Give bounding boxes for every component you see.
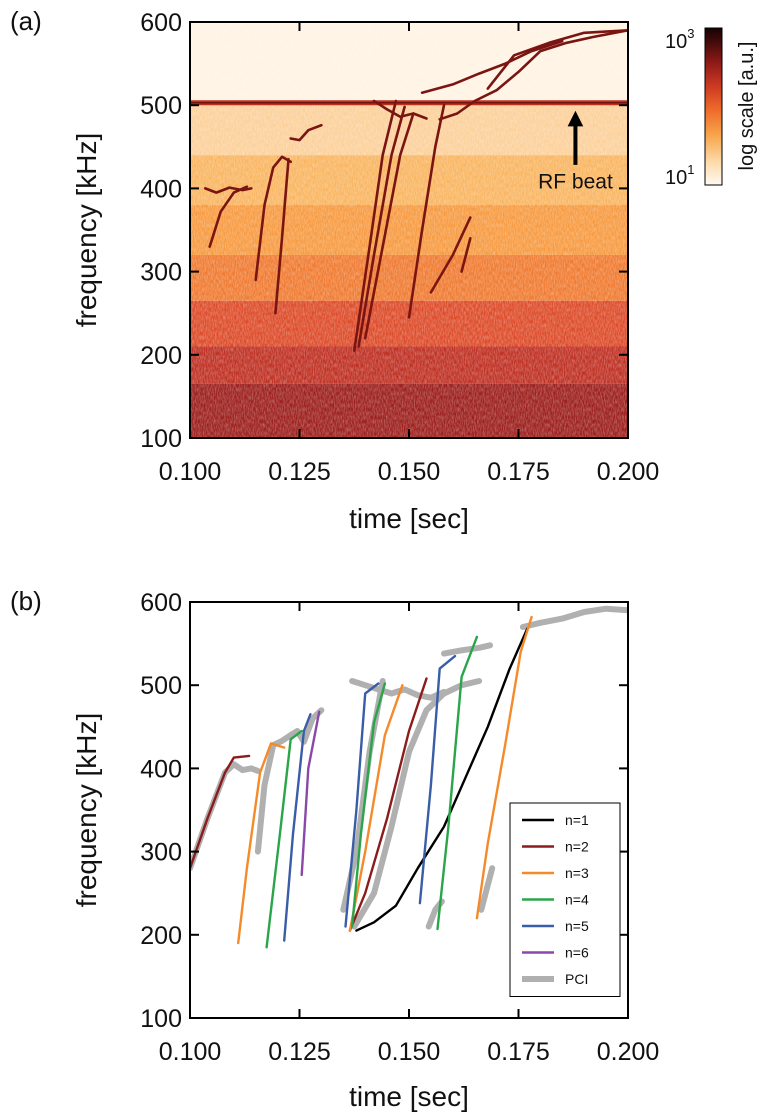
series-line-n5 [418,654,457,905]
spectrogram-trace [420,39,564,94]
legend-entry: n=1 [565,812,589,828]
series-line-PCI [519,605,628,630]
panel-b-label: (b) [10,586,42,616]
rf-beat-annotation: RF beat [538,110,613,193]
mode-plot-ytick-label: 500 [140,672,182,700]
spectrogram-trace [353,99,398,352]
mode-plot-ytick-label: 200 [140,922,182,950]
spectrogram-xtick-label: 0.150 [378,458,441,486]
colorbar-max-label: 103 [665,26,694,53]
spectrogram-trace [289,123,323,142]
spectrogram-ytick-label: 400 [140,175,182,203]
series-line-n2 [190,754,251,870]
mode-plot-xtick-label: 0.125 [268,1038,331,1066]
spectrogram-ytick-label: 200 [140,342,182,370]
spectrogram-trace [363,112,415,340]
spectrogram-xlabel: time [sec] [349,503,469,534]
mode-plot-xtick-label: 0.200 [597,1038,660,1066]
series-line-n4 [436,635,479,931]
mode-plot-ytick-label: 400 [140,755,182,783]
legend-entry: n=4 [565,892,589,908]
spectrogram-trace [274,158,290,315]
series-line-n5 [283,713,312,942]
spectrogram-trace [357,105,406,348]
spectrogram-trace [254,155,292,282]
spectrogram-trace [429,216,472,294]
series-line-n4 [265,729,303,949]
legend-frame [509,802,621,997]
mode-plot-xtick-label: 0.150 [378,1038,441,1066]
spectrogram-xtick-label: 0.175 [487,458,550,486]
spectrogram-ticks: 0.100 0.125 0.150 0.175 0.200 100 200 300 400 500… [140,9,659,486]
spectrogram-trace [208,185,249,248]
mode-line-panel: 0.100 0.125 0.150 0.175 0.200 100 200 300 400 500… [71,589,659,1112]
spectrogram-panel: 0.100 0.125 0.150 0.175 0.200 100 200 300 400 500… [71,9,659,534]
colorbar-label: log scale [a.u.] [736,42,758,171]
legend: n=1 n=2 n=3 n=4 n=5 n=6 PCI [509,802,621,997]
mode-plot-xtick-label: 0.100 [159,1038,222,1066]
rf-beat-label: RF beat [538,170,613,193]
colorbar-min-label: 101 [665,162,694,189]
spectrogram-trace [204,186,253,194]
mode-plot-ticks: 0.100 0.125 0.150 0.175 0.200 100 200 300 400 500… [140,589,659,1066]
series-line-n3 [237,742,286,945]
series-line-PCI [441,642,493,657]
spectrogram-grain [190,22,628,438]
series-line-n4 [350,682,387,928]
spectrogram-trace [438,29,628,121]
series-line-n2 [348,677,428,932]
spectrogram-ylabel: frequency [kHz] [71,133,102,328]
spectrogram-xtick-label: 0.125 [268,458,331,486]
spectrogram-xtick-label: 0.100 [159,458,222,486]
series-line-PCI [351,678,483,930]
series-line-n5 [344,682,380,928]
rf-beat-arrow [567,110,584,165]
mode-plot-ytick-label: 100 [140,1005,182,1033]
mode-plot-ylabel: frequency [kHz] [71,713,102,908]
legend-entry: n=5 [565,918,589,934]
spectrogram-ytick-label: 500 [140,92,182,120]
legend-entry: n=3 [565,865,589,881]
series-line-n1 [355,627,529,932]
series-line-PCI [349,678,447,701]
spectrogram-xtick-label: 0.200 [597,458,660,486]
colorbar-gradient [704,27,723,186]
spectrogram-ytick-label: 300 [140,259,182,287]
series-line-n3 [475,615,533,920]
series-line-PCI [254,707,325,855]
legend-entry: n=6 [565,945,589,961]
spectrogram-ytick-label: 100 [140,425,182,453]
spectrogram-trace [486,29,628,90]
mode-plot-xlabel: time [sec] [349,1081,469,1112]
series-line-PCI [478,865,496,913]
mode-plot-ytick-label: 300 [140,839,182,867]
legend-entry: PCI [565,971,588,987]
series-line-n3 [348,684,404,932]
colorbar: 103 101 log scale [a.u.] [665,26,758,189]
mode-series [190,605,628,949]
panel-a-label: (a) [10,6,42,36]
spectrogram-trace [460,237,472,273]
spectrogram-trace [407,103,446,319]
legend-entry: n=2 [565,839,589,855]
mode-plot-ytick-label: 600 [140,589,182,617]
mode-plot-xtick-label: 0.175 [487,1038,550,1066]
spectrogram-traces [204,29,628,352]
series-line-n6 [300,710,321,877]
spectrogram-ytick-label: 600 [140,9,182,37]
spectrogram-trace [372,99,428,120]
